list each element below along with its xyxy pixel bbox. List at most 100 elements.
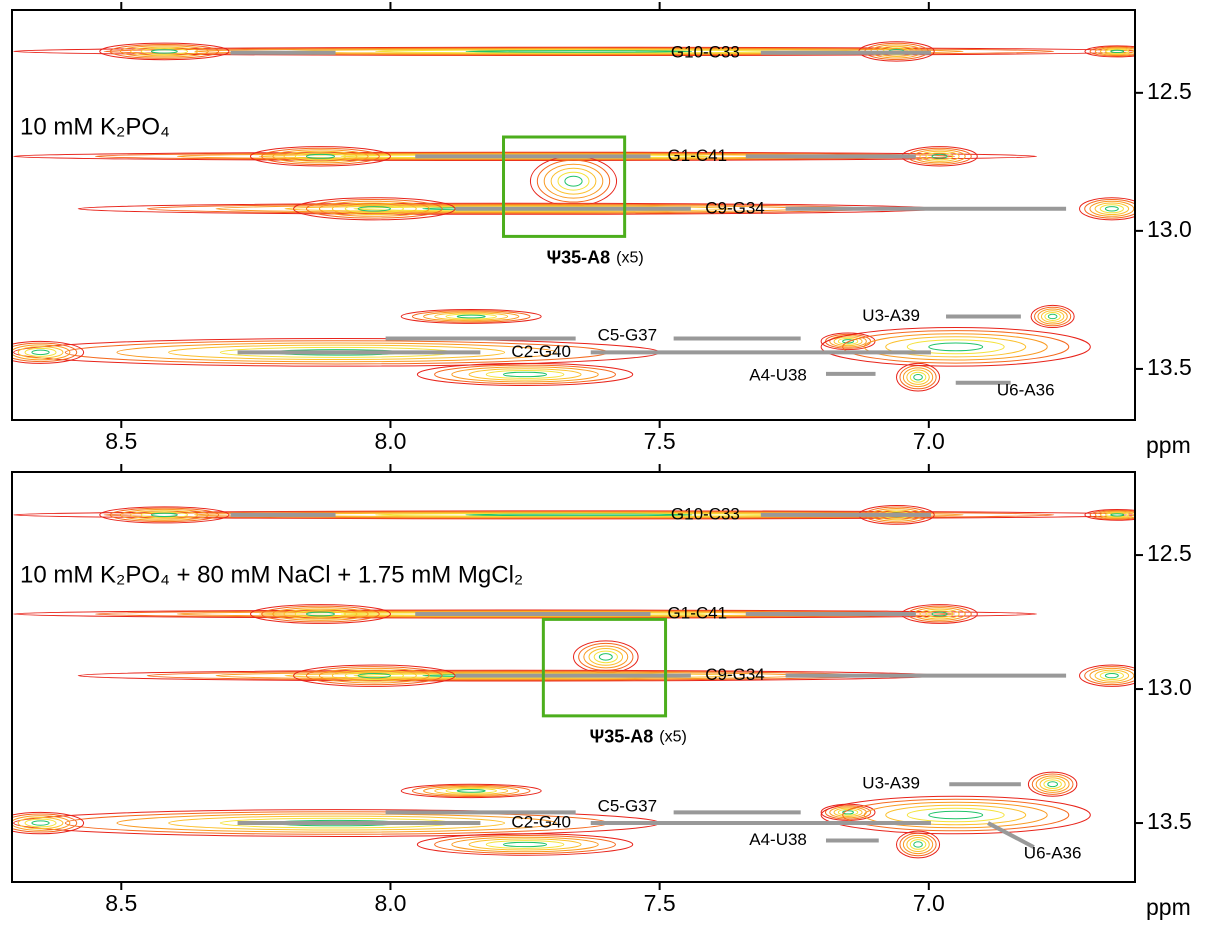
contour-level <box>13 151 1037 161</box>
contour-level <box>1030 304 1075 329</box>
contour-level <box>1079 197 1135 221</box>
contour-level <box>909 839 927 850</box>
contour-level <box>12 344 71 361</box>
contour-level <box>833 336 863 347</box>
contour-level <box>344 204 404 214</box>
contour-level <box>31 349 50 356</box>
contour-level <box>1104 206 1119 212</box>
condition-label: 10 mM K₂PO₄ + 80 mM NaCl + 1.75 mM MgCl₂ <box>20 561 523 588</box>
contour-level <box>909 371 927 383</box>
contour-level <box>1099 671 1124 681</box>
contour-level <box>485 840 565 849</box>
contour-level <box>598 653 613 661</box>
contour-level <box>451 836 599 853</box>
box-caption: Ψ35-A8 (x5) <box>590 726 687 746</box>
contour-level <box>1037 308 1068 325</box>
contour-level <box>13 609 1037 619</box>
x-tick-label: 8.0 <box>374 428 406 454</box>
contour-level <box>318 200 430 217</box>
contour-level <box>318 667 430 684</box>
highlight-box <box>541 617 668 718</box>
contour-level <box>1110 513 1125 517</box>
contour-level <box>899 365 937 390</box>
contour-level <box>928 810 984 820</box>
x-tick-label: 7.5 <box>644 890 676 916</box>
assignment-label: A4-U38 <box>749 830 807 849</box>
contour-level <box>12 815 71 831</box>
contour-level <box>294 610 347 618</box>
contour-level <box>1043 779 1062 790</box>
contour-level <box>583 645 629 669</box>
contour-level <box>913 373 923 381</box>
contour-level <box>1047 313 1058 320</box>
contour-level <box>272 149 369 164</box>
y-tick-label: 13.5 <box>1147 354 1192 380</box>
assignment-label: G1-C41 <box>668 146 728 165</box>
contour-level <box>140 511 189 519</box>
box-label: Ψ35-A8 <box>590 726 654 746</box>
contour-level <box>588 648 624 666</box>
contour-level <box>1089 200 1135 217</box>
contour-level <box>456 314 486 319</box>
box-note: (x5) <box>616 250 644 267</box>
assignment-label: C9-G34 <box>705 665 765 684</box>
contour-level <box>1105 48 1130 54</box>
contour-level <box>24 818 57 828</box>
contour-level <box>272 607 369 621</box>
contour-level <box>434 312 509 321</box>
contour-level <box>194 48 964 55</box>
contour-level <box>907 605 972 623</box>
contour-level <box>1047 781 1058 788</box>
x-tick-label: 7.0 <box>913 890 945 916</box>
contour-level <box>1089 667 1135 684</box>
contour-level <box>833 807 863 818</box>
contour-level <box>400 783 542 799</box>
contour-level <box>885 336 1027 358</box>
assignment-label: U6-A36 <box>1024 843 1082 862</box>
assignment-label: G1-C41 <box>668 604 728 623</box>
contour-level <box>31 820 50 826</box>
contour-level <box>907 147 972 165</box>
x-tick-label: 8.0 <box>374 890 406 916</box>
contour-level <box>99 42 230 61</box>
x-tick-label: 8.5 <box>105 428 137 454</box>
contour-level <box>1094 510 1135 520</box>
contour-level <box>305 666 443 686</box>
contour-level <box>842 798 1070 832</box>
contour-level <box>12 813 78 833</box>
contour-level <box>902 834 934 855</box>
contour-level <box>249 604 391 624</box>
y-tick-label: 12.5 <box>1147 78 1192 104</box>
contour-level <box>12 340 85 364</box>
contour-level <box>913 841 923 848</box>
contour-level <box>1105 512 1130 518</box>
contour-level <box>423 311 520 322</box>
contour-level <box>400 309 542 324</box>
contour-level <box>283 150 358 162</box>
contour-level <box>1084 666 1135 686</box>
contour-level <box>485 369 565 379</box>
contour-level <box>919 150 960 162</box>
contour-level <box>536 159 611 203</box>
contour-level <box>837 337 859 345</box>
contour-level <box>94 152 956 161</box>
assignment-label: U3-A39 <box>862 306 920 325</box>
contour-level <box>293 197 456 221</box>
x-tick-label: 7.0 <box>913 428 945 454</box>
assignment-label: C2-G40 <box>511 813 571 832</box>
plot-area <box>12 41 1135 392</box>
contour-level <box>12 811 85 835</box>
contour-level <box>906 339 1005 355</box>
contour-level <box>130 510 199 520</box>
contour-level <box>1089 509 1135 520</box>
contour-level <box>906 837 930 852</box>
contour-level <box>12 342 78 363</box>
contour-level <box>906 807 1005 823</box>
contour-level <box>150 49 178 54</box>
x-tick-label: 8.5 <box>105 890 137 916</box>
contour-level <box>925 152 954 161</box>
contour-level <box>1099 204 1124 214</box>
contour-level <box>283 608 358 620</box>
x-axis-label: ppm <box>1146 432 1191 458</box>
box-note: (x5) <box>659 729 687 746</box>
